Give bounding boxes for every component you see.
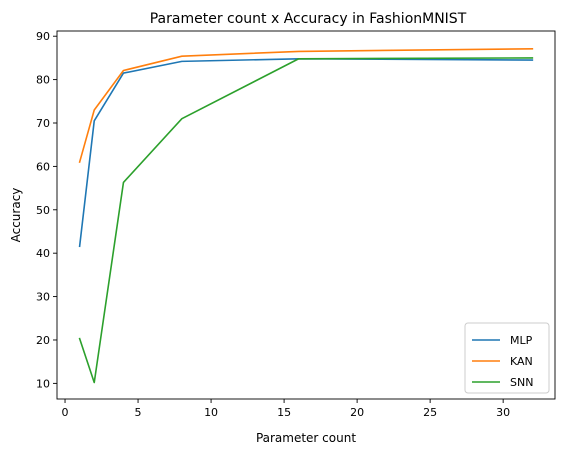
legend-label-mlp: MLP bbox=[510, 334, 533, 347]
x-axis-ticks: 0 5 10 15 20 25 30 bbox=[62, 399, 510, 419]
y-tick-label: 90 bbox=[36, 30, 50, 43]
plot-frame bbox=[56, 30, 556, 400]
y-tick-label: 60 bbox=[36, 160, 50, 173]
y-tick-label: 70 bbox=[36, 117, 50, 130]
y-tick-label: 30 bbox=[36, 291, 50, 304]
x-tick-label: 25 bbox=[423, 406, 437, 419]
legend-label-kan: KAN bbox=[510, 355, 533, 368]
series-line-kan bbox=[78, 47, 534, 164]
series-layer bbox=[78, 47, 534, 384]
x-tick-label: 10 bbox=[204, 406, 218, 419]
y-tick-label: 40 bbox=[36, 247, 50, 260]
x-tick-label: 5 bbox=[135, 406, 142, 419]
y-tick-label: 80 bbox=[36, 74, 50, 87]
x-tick-label: 30 bbox=[496, 406, 510, 419]
y-tick-label: 10 bbox=[36, 377, 50, 390]
x-tick-label: 0 bbox=[62, 406, 69, 419]
y-tick-label: 50 bbox=[36, 204, 50, 217]
y-tick-label: 20 bbox=[36, 334, 50, 347]
legend: MLP KAN SNN bbox=[464, 322, 550, 394]
series-line-snn bbox=[78, 57, 534, 384]
x-tick-label: 20 bbox=[350, 406, 364, 419]
chart-title: Parameter count x Accuracy in FashionMNI… bbox=[150, 11, 467, 27]
legend-label-snn: SNN bbox=[510, 376, 533, 389]
x-tick-label: 15 bbox=[277, 406, 291, 419]
y-axis-label: Accuracy bbox=[9, 188, 23, 243]
x-axis-label: Parameter count bbox=[256, 431, 356, 445]
y-axis-ticks: 10 20 30 40 50 60 70 80 90 bbox=[36, 30, 57, 390]
